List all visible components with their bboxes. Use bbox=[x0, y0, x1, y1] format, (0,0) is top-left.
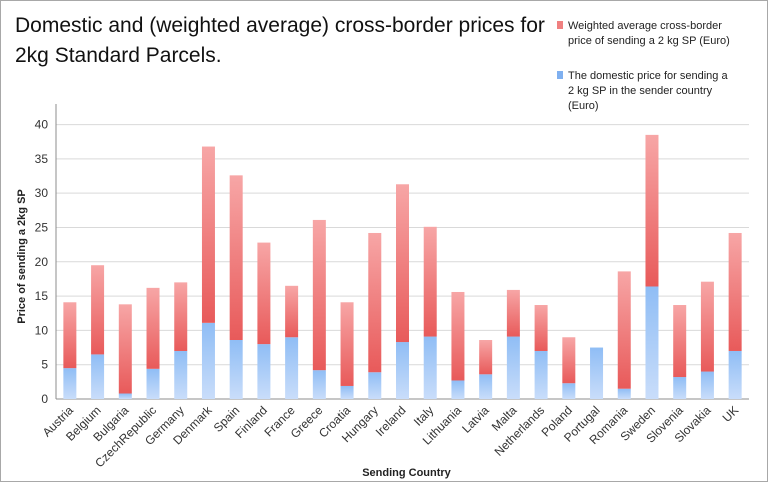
bar-domestic-portugal bbox=[590, 347, 604, 399]
bar-crossborder-italy bbox=[423, 226, 437, 337]
bar-crossborder-greece bbox=[312, 219, 326, 371]
bar-domestic-greece bbox=[312, 370, 326, 399]
y-tick-label: 40 bbox=[35, 118, 49, 132]
bar-crossborder-belgium bbox=[91, 265, 105, 355]
legend-swatch bbox=[557, 71, 563, 79]
bar-crossborder-denmark bbox=[201, 146, 215, 323]
bar-domestic-hungary bbox=[368, 372, 382, 399]
y-tick-labels: 0 5 10 15 20 25 30 35 40 bbox=[35, 118, 49, 406]
legend-label: Weighted average cross-border price of se… bbox=[568, 20, 730, 47]
bar-domestic-denmark bbox=[201, 322, 215, 399]
x-tick-label: Ireland bbox=[373, 403, 409, 439]
bar-domestic-sweden bbox=[645, 286, 659, 399]
bar-domestic-germany bbox=[174, 350, 188, 399]
bar-crossborder-latvia bbox=[479, 340, 493, 375]
x-tick-label: UK bbox=[720, 403, 742, 425]
bar-domestic-slovakia bbox=[700, 371, 714, 399]
legend: Weighted average cross-border price of se… bbox=[557, 20, 730, 112]
x-axis-label: Sending Country bbox=[362, 467, 451, 479]
bar-domestic-croatia bbox=[340, 385, 354, 399]
bar-crossborder-netherlands bbox=[534, 305, 548, 351]
bar-crossborder-uk bbox=[728, 232, 742, 351]
bar-domestic-slovenia bbox=[673, 377, 687, 399]
y-tick-label: 10 bbox=[35, 323, 49, 337]
legend-swatch bbox=[557, 21, 563, 29]
y-tick-label: 35 bbox=[35, 152, 49, 166]
bar-domestic-belgium bbox=[91, 354, 105, 399]
bar-domestic-italy bbox=[423, 336, 437, 399]
bar-crossborder-sweden bbox=[645, 134, 659, 287]
bar-crossborder-france bbox=[285, 285, 299, 338]
y-axis-label: Price of sending a 2kg SP bbox=[16, 189, 28, 324]
x-tick-labels: AustriaBelgiumBulgariaCzechRepublicGerma… bbox=[40, 403, 742, 471]
bar-crossborder-malta bbox=[506, 289, 520, 337]
bar-domestic-bulgaria bbox=[118, 393, 132, 399]
bar-crossborder-lithuania bbox=[451, 291, 465, 381]
bar-crossborder-czechrepublic bbox=[146, 287, 160, 369]
bar-crossborder-finland bbox=[257, 242, 271, 345]
bar-crossborder-romania bbox=[617, 271, 631, 389]
bar-crossborder-slovenia bbox=[673, 305, 687, 378]
bar-domestic-malta bbox=[506, 336, 520, 399]
bar-crossborder-austria bbox=[63, 302, 77, 369]
bar-domestic-poland bbox=[562, 383, 576, 399]
y-tick-label: 15 bbox=[35, 289, 49, 303]
bar-domestic-austria bbox=[63, 368, 77, 399]
bar-domestic-latvia bbox=[479, 374, 493, 399]
bar-crossborder-bulgaria bbox=[118, 304, 132, 394]
bar-crossborder-croatia bbox=[340, 302, 354, 386]
bar-domestic-spain bbox=[229, 340, 243, 399]
bar-crossborder-slovakia bbox=[700, 281, 714, 372]
y-tick-label: 25 bbox=[35, 220, 49, 234]
bar-crossborder-germany bbox=[174, 282, 188, 351]
y-tick-label: 30 bbox=[35, 186, 49, 200]
bar-domestic-romania bbox=[617, 388, 631, 399]
bar-crossborder-poland bbox=[562, 337, 576, 384]
bar-crossborder-hungary bbox=[368, 232, 382, 373]
y-tick-label: 0 bbox=[41, 392, 48, 406]
chart-title: Domestic and (weighted average) cross-bo… bbox=[15, 14, 545, 67]
bar-domestic-france bbox=[285, 337, 299, 399]
bar-domestic-lithuania bbox=[451, 380, 465, 399]
bar-domestic-netherlands bbox=[534, 350, 548, 399]
x-tick-label: Latvia bbox=[459, 403, 492, 436]
y-tick-label: 5 bbox=[41, 358, 48, 372]
bar-group bbox=[63, 134, 742, 399]
bar-domestic-uk bbox=[728, 350, 742, 399]
bar-domestic-czechrepublic bbox=[146, 368, 160, 399]
bar-crossborder-spain bbox=[229, 175, 243, 340]
bar-crossborder-ireland bbox=[396, 184, 409, 343]
y-tick-label: 20 bbox=[35, 255, 49, 269]
bar-domestic-ireland bbox=[396, 342, 409, 399]
bar-domestic-finland bbox=[257, 344, 271, 399]
